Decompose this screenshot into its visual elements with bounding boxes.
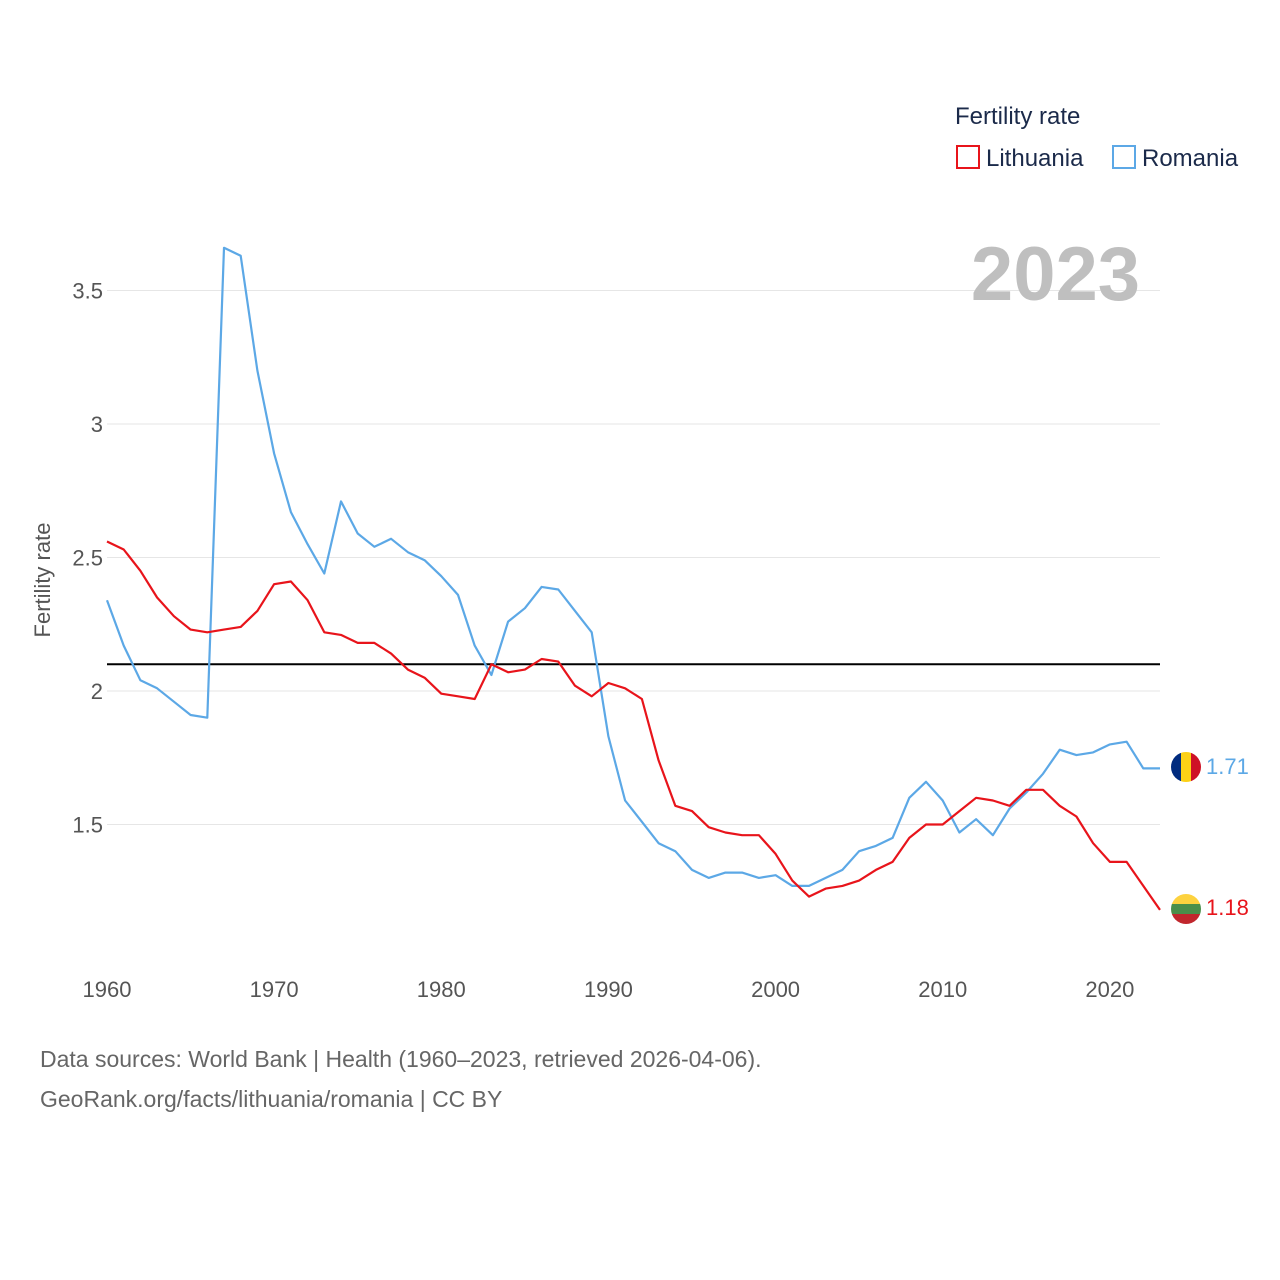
y-tick-label: 2.5 — [72, 546, 103, 571]
series-line-lithuania — [106, 540, 1161, 911]
x-tick-label: 1970 — [250, 977, 299, 1002]
lithuania-flag-icon — [1171, 894, 1201, 924]
y-axis-ticks: 1.5 2 2.5 3 3.5 — [72, 279, 103, 838]
y-axis-label: Fertility rate — [30, 523, 55, 638]
x-tick-label: 1990 — [584, 977, 633, 1002]
x-tick-label: 2010 — [918, 977, 967, 1002]
legend: Fertility rate Lithuania Romania — [955, 103, 1239, 172]
x-tick-label: 1980 — [417, 977, 466, 1002]
x-tick-label: 1960 — [83, 977, 132, 1002]
y-tick-label: 1.5 — [72, 813, 103, 838]
series-layer — [105, 246, 1161, 911]
y-tick-label: 3 — [91, 412, 103, 437]
x-axis-ticks: 1960 1970 1980 1990 2000 2010 2020 — [83, 977, 1135, 1002]
footer-attribution: GeoRank.org/facts/lithuania/romania | CC… — [40, 1086, 503, 1112]
x-tick-label: 2020 — [1085, 977, 1134, 1002]
gridlines — [107, 290, 1160, 825]
y-tick-label: 2 — [91, 679, 103, 704]
series-line-romania — [105, 246, 1160, 888]
year-display: 2023 — [971, 232, 1140, 317]
y-tick-label: 3.5 — [72, 279, 103, 304]
legend-swatch-romania — [1112, 145, 1136, 169]
end-label-romania: 1.71 — [1206, 754, 1249, 779]
legend-label-romania: Romania — [1142, 145, 1239, 172]
legend-swatch-lithuania — [956, 145, 980, 169]
legend-label-lithuania: Lithuania — [986, 145, 1084, 172]
end-label-lithuania: 1.18 — [1206, 895, 1249, 920]
romania-flag-icon — [1171, 752, 1201, 782]
line-chart: 1.5 2 2.5 3 3.5 1960 1970 1980 1990 2000 2010 2020… — [30, 103, 1249, 1002]
x-tick-label: 2000 — [751, 977, 800, 1002]
footer-sources: Data sources: World Bank | Health (1960–… — [40, 1046, 762, 1072]
legend-title: Fertility rate — [955, 103, 1080, 130]
